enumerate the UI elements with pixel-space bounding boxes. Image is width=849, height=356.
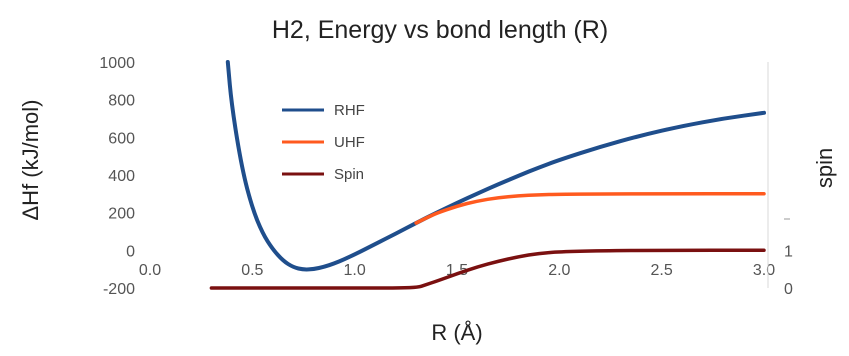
x-axis-ticks: 0.0 0.5 1.0 1.5 2.0 2.5 3.0 (139, 262, 775, 279)
y-tick-label: 600 (108, 130, 135, 147)
y-tick-label: -200 (103, 281, 135, 298)
x-axis-title: R (Å) (431, 320, 482, 345)
x-tick-label: 1.0 (344, 262, 366, 279)
chart-title: H2, Energy vs bond length (R) (272, 16, 608, 44)
y2-axis-title: spin (812, 148, 837, 188)
x-tick-label: 2.0 (548, 262, 570, 279)
y-tick-label: 200 (108, 206, 135, 223)
series-line-rhf (225, 60, 766, 272)
y2-axis (767, 62, 790, 288)
y-tick-label: 400 (108, 168, 135, 185)
legend-label-rhf: RHF (334, 102, 365, 119)
x-tick-label: 3.0 (753, 262, 775, 279)
x-tick-label: 2.5 (651, 262, 673, 279)
legend-label-uhf: UHF (334, 134, 365, 151)
y-axis-title: ΔHf (kJ/mol) (18, 99, 43, 220)
series-line-uhf (414, 192, 766, 225)
y-tick-label: 800 (108, 93, 135, 110)
y2-tick-label: 1 (784, 243, 793, 260)
series-layer (209, 60, 766, 290)
legend: RHF UHF Spin (282, 102, 365, 183)
y-tick-label: 0 (126, 243, 135, 260)
y-axis-ticks: 1000 800 600 400 200 0 -200 (99, 55, 135, 298)
x-tick-label: 0.5 (241, 262, 263, 279)
y2-axis-ticks: 10 (784, 243, 793, 298)
legend-label-spin: Spin (334, 166, 364, 183)
series-line-spin (209, 248, 766, 290)
x-tick-label: 0.0 (139, 262, 161, 279)
y-tick-label: 1000 (99, 55, 135, 72)
y2-tick-label: 0 (784, 281, 793, 298)
